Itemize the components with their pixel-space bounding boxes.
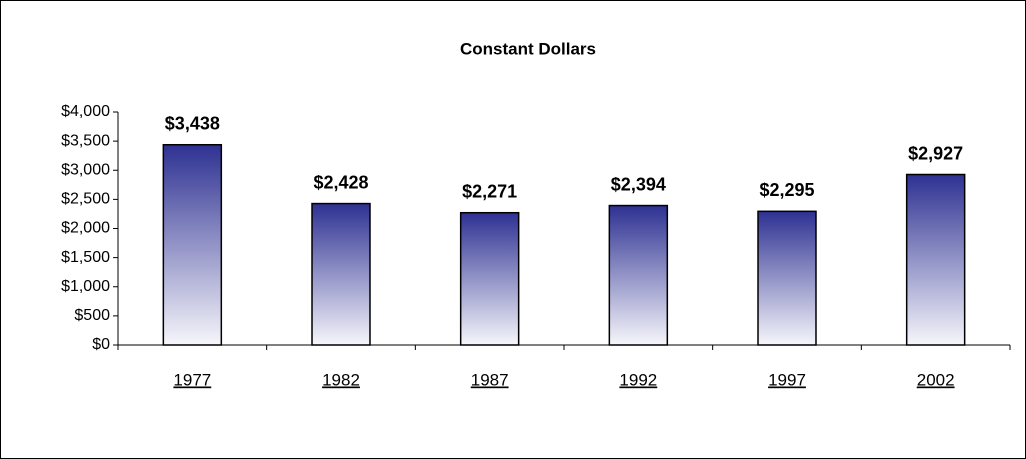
bar xyxy=(162,143,223,346)
value-label: $2,428 xyxy=(313,172,368,192)
chart-title: Constant Dollars xyxy=(460,39,596,58)
x-tick-label: 1977 xyxy=(173,370,211,389)
y-tick-label: $3,000 xyxy=(61,161,110,178)
y-tick-label: $3,500 xyxy=(61,132,110,149)
y-tick-label: $2,500 xyxy=(61,191,110,208)
y-tick-label: $1,500 xyxy=(61,249,110,266)
value-label: $2,394 xyxy=(611,174,666,194)
y-tick-label: $2,000 xyxy=(61,220,110,237)
x-tick-label: 2002 xyxy=(917,370,955,389)
value-label: $2,927 xyxy=(908,143,963,163)
y-tick-label: $1,000 xyxy=(61,278,110,295)
bar xyxy=(311,202,371,346)
y-tick-label: $4,000 xyxy=(61,103,110,120)
bar xyxy=(608,204,669,346)
x-tick-label: 1987 xyxy=(471,370,509,389)
value-label: $2,271 xyxy=(462,181,517,201)
value-label: $3,438 xyxy=(165,113,220,133)
x-tick-label: 1997 xyxy=(768,370,806,389)
bar xyxy=(905,173,966,346)
bar xyxy=(757,210,817,346)
x-tick-label: 1982 xyxy=(322,370,360,389)
y-tick-label: $500 xyxy=(74,307,110,324)
value-label: $2,295 xyxy=(759,180,814,200)
bar xyxy=(459,211,520,346)
y-tick-label: $0 xyxy=(92,336,110,353)
x-tick-label: 1992 xyxy=(619,370,657,389)
